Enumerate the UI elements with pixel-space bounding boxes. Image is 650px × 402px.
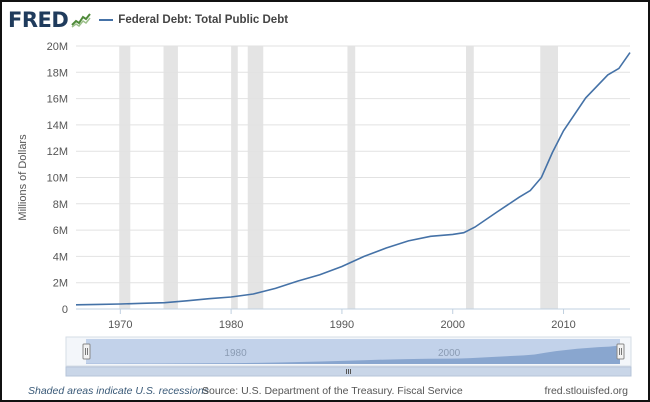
series-line-total-public-debt (75, 52, 631, 306)
x-tick-label: 1980 (219, 319, 243, 331)
navigator-series-area (86, 345, 620, 364)
y-tick-label: 6M (53, 225, 68, 237)
x-tick-label: 1970 (108, 319, 132, 331)
y-tick-label: 4M (53, 251, 68, 263)
y-axis-label: Millions of Dollars (17, 134, 29, 221)
y-tick-label: 20M (47, 41, 68, 53)
navigator-right-handle[interactable] (616, 343, 625, 360)
y-tick-label: 0 (62, 304, 68, 316)
x-tick-label: 2010 (551, 319, 575, 331)
legend-series-label: Federal Debt: Total Public Debt (118, 14, 289, 26)
y-tick-label: 2M (53, 278, 68, 290)
navigator-left-handle[interactable] (82, 343, 91, 360)
legend[interactable]: Federal Debt: Total Public Debt (99, 14, 288, 26)
navigator-tick-label: 1980 (224, 348, 247, 359)
source-text: Source: U.S. Department of the Treasury.… (202, 385, 463, 397)
line-chart-icon (71, 13, 92, 28)
navigator-tick-label: 2000 (438, 348, 461, 359)
y-tick-label: 16M (47, 94, 68, 106)
y-tick-label: 10M (47, 173, 68, 185)
x-tick-label: 1990 (330, 319, 354, 331)
recession-note: Shaded areas indicate U.S. recessions (28, 385, 209, 397)
fred-logo[interactable]: FRED (8, 8, 69, 32)
site-link[interactable]: fred.stlouisfed.org (544, 385, 628, 397)
chart-header: FRED Federal Debt: Total Public Debt (8, 6, 288, 34)
y-tick-label: 12M (47, 146, 68, 158)
y-tick-label: 8M (53, 199, 68, 211)
legend-line-swatch (99, 19, 114, 21)
y-tick-label: 18M (47, 67, 68, 79)
y-tick-label: 14M (47, 120, 68, 132)
x-tick-label: 2000 (440, 319, 464, 331)
